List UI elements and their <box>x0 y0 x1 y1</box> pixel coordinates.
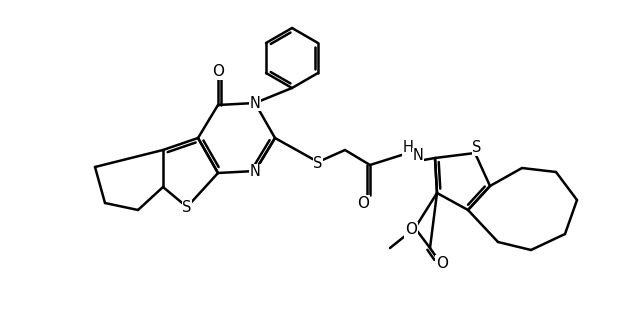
Text: N: N <box>250 165 260 179</box>
Text: S: S <box>182 201 192 216</box>
Text: H: H <box>403 141 413 156</box>
Text: O: O <box>405 222 417 238</box>
Text: O: O <box>357 196 369 211</box>
Text: N: N <box>413 148 424 164</box>
Text: S: S <box>314 156 323 170</box>
Text: O: O <box>436 256 448 271</box>
Text: N: N <box>250 95 260 110</box>
Text: S: S <box>472 141 482 156</box>
Text: O: O <box>212 64 224 80</box>
